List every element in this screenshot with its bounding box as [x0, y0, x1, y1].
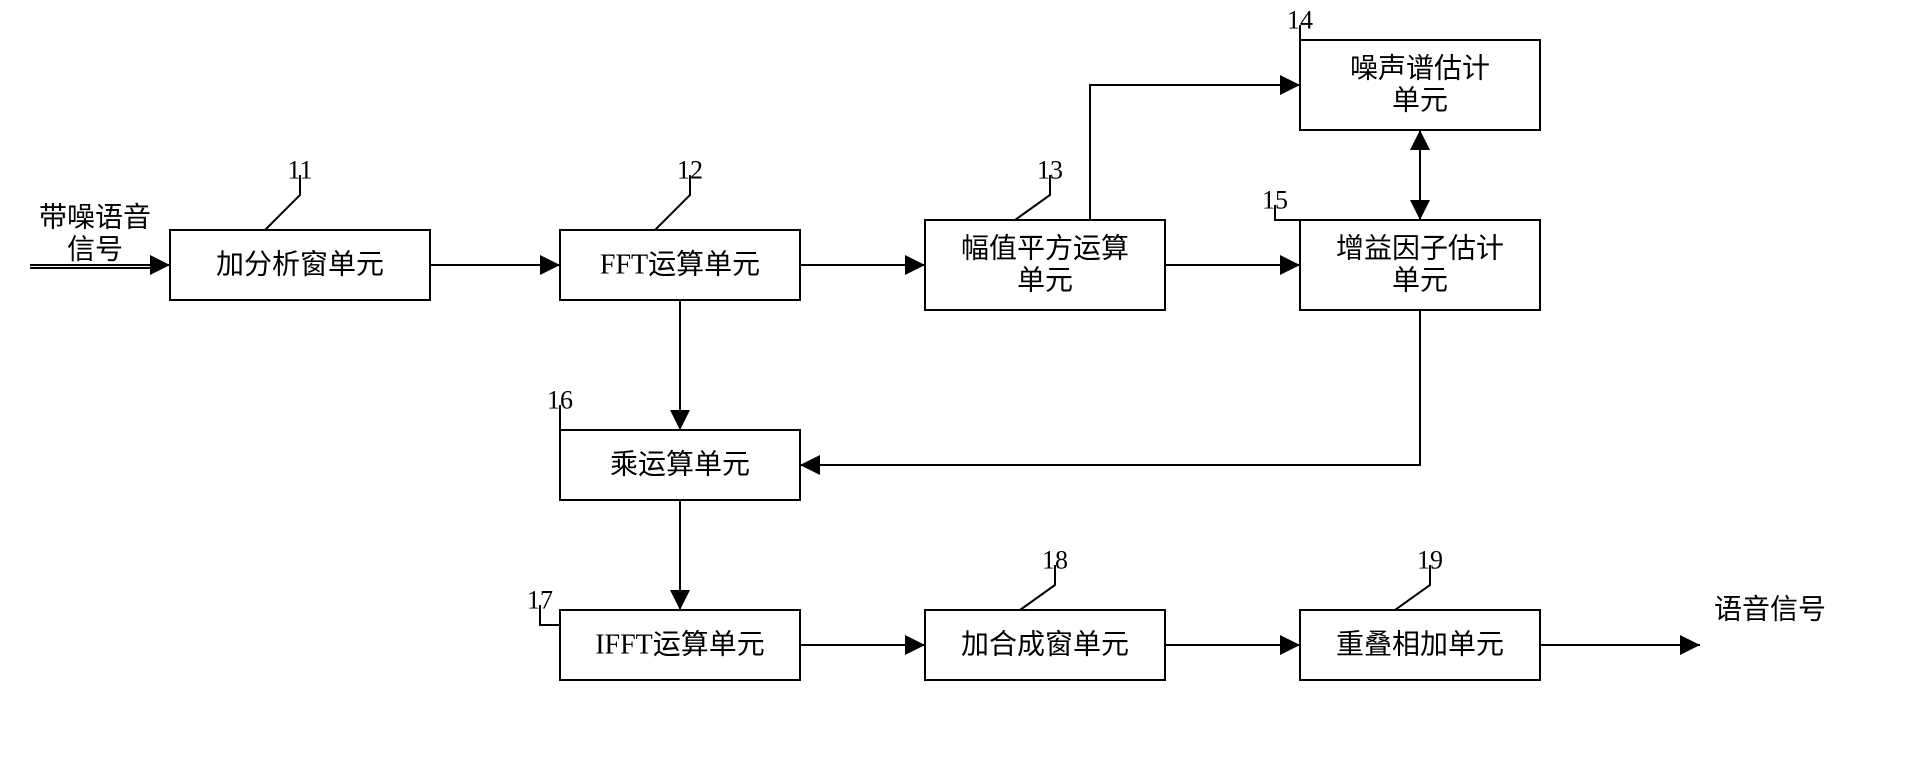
node-label: FFT运算单元 [600, 249, 760, 281]
node-n11: 加分析窗单元 11 [170, 156, 430, 301]
node-n12: FFT运算单元 12 [560, 156, 800, 301]
node-label: 加合成窗单元 [961, 629, 1129, 661]
ref-number: 15 [1262, 186, 1288, 215]
ref-number: 11 [287, 156, 312, 185]
flowchart-diagram: 加分析窗单元11FFT运算单元12幅值平方运算单元13噪声谱估计单元14增益因子… [0, 0, 1932, 760]
input-label-line2: 信号 [67, 234, 123, 266]
node-n15: 增益因子估计单元 15 [1262, 186, 1540, 311]
nodes-layer: 加分析窗单元11FFT运算单元12幅值平方运算单元13噪声谱估计单元14增益因子… [170, 6, 1540, 681]
node-label: 单元 [1392, 265, 1448, 297]
output-label: 语音信号 [1714, 594, 1826, 626]
node-label: 单元 [1392, 85, 1448, 117]
ref-number: 13 [1037, 156, 1063, 185]
node-label: 乘运算单元 [610, 449, 750, 481]
node-n16: 乘运算单元 16 [547, 386, 800, 501]
ref-number: 14 [1287, 6, 1313, 35]
node-n14: 噪声谱估计单元 14 [1287, 6, 1540, 131]
node-label: 重叠相加单元 [1336, 629, 1504, 661]
node-label: 增益因子估计 [1336, 232, 1504, 264]
ref-number: 16 [547, 386, 573, 415]
node-n18: 加合成窗单元 18 [925, 546, 1165, 681]
ref-leaders-layer [265, 25, 1430, 625]
node-label: 单元 [1017, 265, 1073, 297]
ref-number: 12 [677, 156, 703, 185]
node-n19: 重叠相加单元 19 [1300, 546, 1540, 681]
ref-number: 18 [1042, 546, 1068, 575]
node-n17: IFFT运算单元 17 [527, 586, 800, 681]
node-label: 幅值平方运算 [961, 232, 1129, 264]
input-label-line1: 带噪语音 [39, 202, 151, 234]
node-n13: 幅值平方运算单元 13 [925, 156, 1165, 311]
edges-layer [30, 85, 1700, 645]
ref-number: 17 [527, 586, 553, 615]
node-label: 加分析窗单元 [216, 249, 384, 281]
edge [800, 310, 1420, 465]
ref-number: 19 [1417, 546, 1443, 575]
node-label: IFFT运算单元 [595, 629, 765, 661]
node-label: 噪声谱估计 [1350, 52, 1490, 84]
